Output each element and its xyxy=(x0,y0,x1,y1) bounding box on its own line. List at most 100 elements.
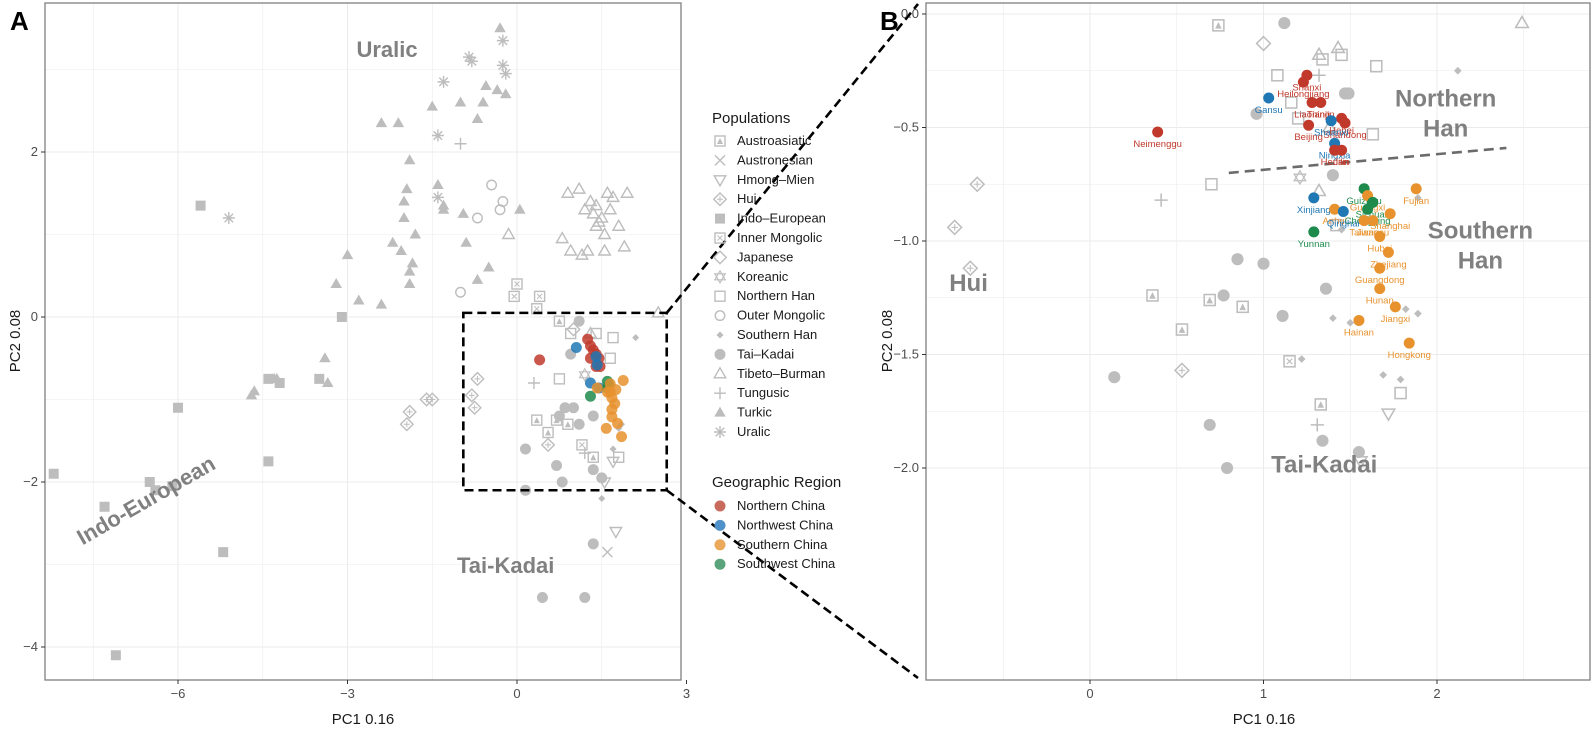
province-label: Hainan xyxy=(1344,327,1374,338)
point-northern-han xyxy=(564,327,577,340)
panel-a-label: A xyxy=(10,6,29,36)
panel-a-grid xyxy=(45,3,681,680)
point-northern-han xyxy=(1291,112,1305,125)
point-indo-european xyxy=(144,477,155,487)
legend-item-austronesian: Austronesian xyxy=(714,152,813,167)
point-northern-han xyxy=(1316,53,1329,66)
point-southern-han xyxy=(1346,318,1355,327)
province-point xyxy=(1339,117,1351,129)
legend-item-northwest-china: Northwest China xyxy=(714,517,834,532)
point-tungusic xyxy=(1312,68,1326,82)
legend-label: Indo–European xyxy=(737,211,826,226)
point-inner-mongolic xyxy=(576,439,588,451)
legend-item-indo-european: Indo–European xyxy=(715,211,826,226)
legend-label: Outer Mongolic xyxy=(737,308,826,323)
annotation-hui: Hui xyxy=(949,270,988,297)
annotation-uralic: Uralic xyxy=(356,37,417,62)
point-austroasiatic xyxy=(1203,293,1216,307)
point-turkic xyxy=(499,88,512,99)
province-qinghai: Qinghai xyxy=(1327,205,1360,229)
point-austroasiatic xyxy=(1314,398,1328,411)
point-southern-han xyxy=(598,495,606,502)
point-hui xyxy=(467,400,482,415)
province-label: Taiwan xyxy=(1349,228,1379,239)
legend-item-southern-han: Southern Han xyxy=(716,327,817,342)
point-inner-mongolic xyxy=(508,290,520,303)
point-hui xyxy=(969,176,986,193)
point-northern-han xyxy=(590,327,602,340)
province-label: Shanghai xyxy=(1370,221,1410,232)
point-austroasiatic xyxy=(542,426,554,439)
province-point xyxy=(1367,215,1379,227)
legend-label: Koreanic xyxy=(737,269,789,284)
province-point xyxy=(1152,126,1164,138)
province-label: Zhejiang xyxy=(1370,259,1406,270)
point-turkic xyxy=(403,154,416,165)
province-label: Shanxi xyxy=(1292,82,1321,93)
province-point xyxy=(1337,205,1349,217)
inner-mongolic-icon xyxy=(714,232,726,244)
legend-item-hmong-mien: Hmong–Mien xyxy=(713,172,814,188)
province-label: Sichuan xyxy=(1356,209,1390,220)
province-anhui: Anhui xyxy=(1322,203,1347,227)
point-hmong-mien xyxy=(597,477,612,490)
legend-item-tibeto-burman: Tibeto–Burman xyxy=(713,366,825,381)
point-uralic xyxy=(496,34,509,47)
point-hmong-mien xyxy=(608,526,623,539)
japanese-icon xyxy=(712,250,728,265)
southern-han-icon xyxy=(716,331,724,339)
point-tibeto-burman xyxy=(597,243,612,256)
point-hmong-mien xyxy=(1352,456,1369,470)
point-turkic xyxy=(437,203,450,214)
point-turkic xyxy=(471,273,484,284)
province-point xyxy=(1410,183,1422,195)
x-tick-label: 0 xyxy=(1086,686,1093,701)
point-tungusic xyxy=(527,377,540,389)
point-tai-kadai xyxy=(1231,253,1244,266)
hui-icon xyxy=(712,191,728,207)
point-uralic xyxy=(222,212,235,224)
province-label: Guangdong xyxy=(1355,275,1405,286)
point-turkic xyxy=(403,278,416,288)
legend-label: Hui xyxy=(737,191,757,206)
point-turkic xyxy=(426,100,438,111)
point-hui xyxy=(540,437,556,453)
legend-label: Northern Han xyxy=(737,288,815,303)
point-tibeto-burman xyxy=(575,247,589,260)
province-point xyxy=(1306,97,1318,109)
legend-item-turkic: Turkic xyxy=(714,405,772,420)
province-fujian: Fujian xyxy=(1403,183,1429,207)
province-label: Qinghai xyxy=(1327,218,1360,229)
point-turkic xyxy=(454,96,467,107)
point-outer-mongolic xyxy=(494,204,506,216)
y-tick-label: −1.0 xyxy=(893,233,919,248)
province-label: Hongkong xyxy=(1388,350,1431,361)
point-tibeto-burman xyxy=(1514,14,1530,29)
province-label: Jiangxi xyxy=(1381,314,1411,325)
point-northern-han xyxy=(607,331,619,344)
point-tai-kadai xyxy=(1257,257,1270,270)
point-tai-kadai xyxy=(587,464,599,476)
y-tick-label: −0.5 xyxy=(893,120,919,135)
point-austroasiatic xyxy=(1175,323,1189,336)
province-neimenggu: Neimenggu xyxy=(1133,126,1182,150)
province-point xyxy=(1374,283,1386,295)
legend-item-northern-han: Northern Han xyxy=(714,288,815,303)
point-uralic xyxy=(431,191,444,204)
point-southern-han xyxy=(1453,66,1462,75)
point-inner-mongolic xyxy=(533,290,546,303)
northern-china-color-icon xyxy=(714,500,726,512)
province-hongkong: Hongkong xyxy=(1388,337,1431,361)
annotation-southern-han: Southern Han xyxy=(1428,217,1533,274)
point-tai-kadai xyxy=(1319,282,1333,295)
province-point xyxy=(1382,246,1394,258)
point-turkic xyxy=(271,372,283,383)
panel-b-annotations: Northern Han Southern Han Hui Tai-Kadai xyxy=(949,86,1533,479)
point-japanese xyxy=(1255,35,1272,52)
point-indo-european xyxy=(274,378,285,388)
point-turkic xyxy=(494,22,506,33)
province-point xyxy=(1353,314,1365,326)
legend-label: Hmong–Mien xyxy=(737,172,814,187)
point-tai-kadai xyxy=(1221,461,1234,475)
